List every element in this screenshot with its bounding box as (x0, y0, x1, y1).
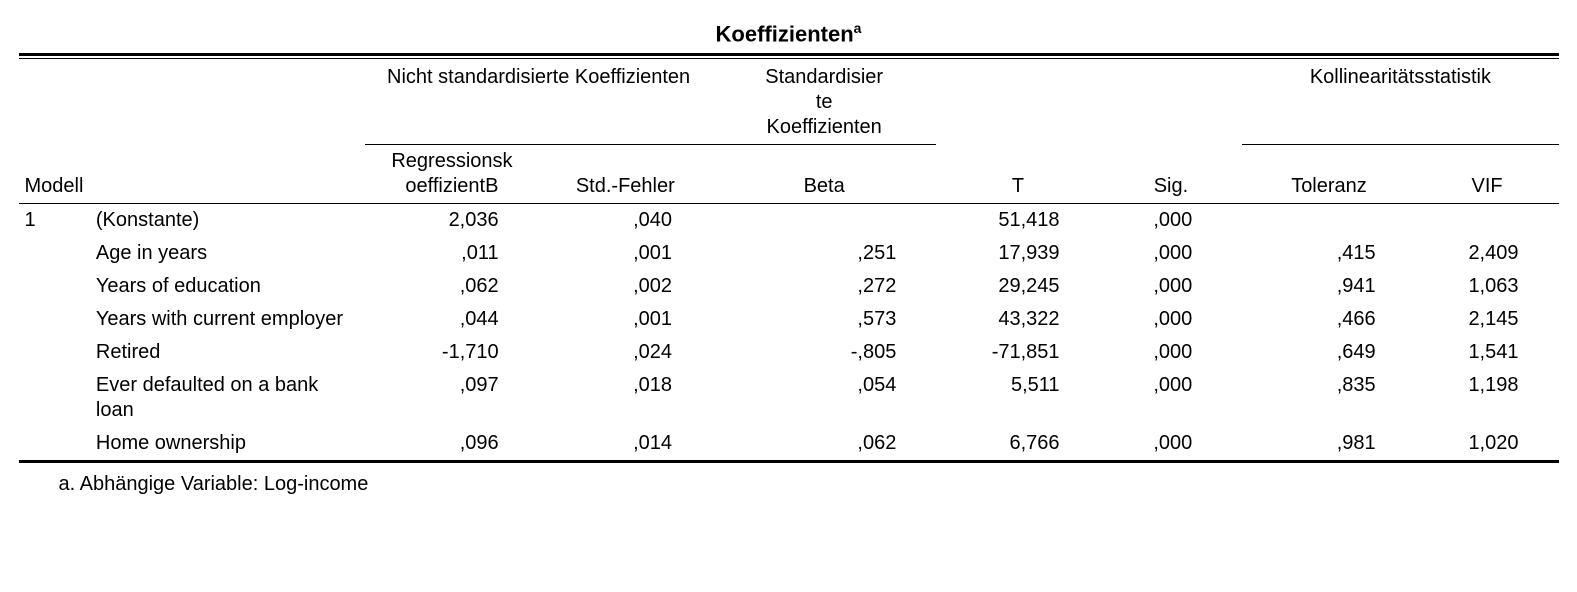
col-header-model: Modell (19, 145, 90, 204)
cell-sig: ,000 (1100, 204, 1243, 238)
cell-sig: ,000 (1100, 427, 1243, 462)
cell-variable: Ever defaulted on a bank loan (90, 369, 365, 427)
cell-variable: Retired (90, 336, 365, 369)
cell-tol: ,466 (1242, 303, 1415, 336)
cell-vif: 2,409 (1416, 237, 1559, 270)
cell-variable: Years with current employer (90, 303, 365, 336)
cell-vif: 1,020 (1416, 427, 1559, 462)
cell-t: 51,418 (936, 204, 1099, 238)
col-header-var (90, 145, 365, 204)
cell-sig: ,000 (1100, 270, 1243, 303)
cell-t: 5,511 (936, 369, 1099, 427)
cell-variable: Age in years (90, 237, 365, 270)
table-title: Koeffizientena (19, 20, 1559, 53)
cell-tol (1242, 204, 1415, 238)
cell-beta: ,272 (712, 270, 936, 303)
cell-t: -71,851 (936, 336, 1099, 369)
cell-se: ,024 (539, 336, 712, 369)
cell-variable: Years of education (90, 270, 365, 303)
col-header-se: Std.-Fehler (539, 145, 712, 204)
cell-se: ,014 (539, 427, 712, 462)
cell-variable: Home ownership (90, 427, 365, 462)
column-header-row: Modell Regressionsk oeffizientB Std.-Feh… (19, 145, 1559, 204)
cell-model (19, 369, 90, 427)
cell-beta: ,054 (712, 369, 936, 427)
cell-sig: ,000 (1100, 336, 1243, 369)
cell-tol: ,835 (1242, 369, 1415, 427)
cell-beta: ,573 (712, 303, 936, 336)
cell-model (19, 336, 90, 369)
cell-model (19, 237, 90, 270)
cell-vif: 1,541 (1416, 336, 1559, 369)
cell-b: ,097 (365, 369, 538, 427)
cell-b: ,011 (365, 237, 538, 270)
cell-model: 1 (19, 204, 90, 238)
cell-sig: ,000 (1100, 303, 1243, 336)
cell-variable: (Konstante) (90, 204, 365, 238)
col-header-tol: Toleranz (1242, 145, 1415, 204)
cell-vif: 1,198 (1416, 369, 1559, 427)
cell-vif: 1,063 (1416, 270, 1559, 303)
cell-b: 2,036 (365, 204, 538, 238)
col-header-vif: VIF (1416, 145, 1559, 204)
table-row: Home ownership,096,014,0626,766,000,9811… (19, 427, 1559, 462)
cell-model (19, 427, 90, 462)
header-blank-sig (1100, 61, 1243, 145)
cell-b: ,062 (365, 270, 538, 303)
cell-se: ,001 (539, 237, 712, 270)
cell-t: 6,766 (936, 427, 1099, 462)
cell-b: ,044 (365, 303, 538, 336)
cell-beta: ,251 (712, 237, 936, 270)
cell-t: 17,939 (936, 237, 1099, 270)
group-header-unstd: Nicht standardisierte Koeffizienten (365, 61, 712, 145)
cell-beta (712, 204, 936, 238)
header-blank-t (936, 61, 1099, 145)
cell-vif: 2,145 (1416, 303, 1559, 336)
cell-beta: ,062 (712, 427, 936, 462)
header-blank-var (90, 61, 365, 145)
cell-beta: -,805 (712, 336, 936, 369)
group-header-std: Standardisier te Koeffizienten (712, 61, 936, 145)
table-row: 1(Konstante)2,036,040 51,418,000 (19, 204, 1559, 238)
col-header-t: T (936, 145, 1099, 204)
cell-se: ,001 (539, 303, 712, 336)
cell-tol: ,941 (1242, 270, 1415, 303)
cell-sig: ,000 (1100, 237, 1243, 270)
col-header-b: Regressionsk oeffizientB (365, 145, 538, 204)
cell-sig: ,000 (1100, 369, 1243, 427)
table-row: Years of education,062,002,27229,245,000… (19, 270, 1559, 303)
cell-tol: ,649 (1242, 336, 1415, 369)
cell-se: ,040 (539, 204, 712, 238)
table-footnote: a. Abhängige Variable: Log-income (19, 463, 1559, 496)
cell-model (19, 270, 90, 303)
cell-tol: ,981 (1242, 427, 1415, 462)
cell-se: ,002 (539, 270, 712, 303)
coefficients-table-container: Koeffizientena Nicht standardisierte Koe… (19, 20, 1559, 496)
title-text: Koeffizienten (716, 21, 854, 46)
cell-t: 43,322 (936, 303, 1099, 336)
cell-model (19, 303, 90, 336)
table-row: Years with current employer,044,001,5734… (19, 303, 1559, 336)
table-row: Ever defaulted on a bank loan,097,018,05… (19, 369, 1559, 427)
title-superscript: a (854, 20, 862, 36)
col-header-sig: Sig. (1100, 145, 1243, 204)
cell-tol: ,415 (1242, 237, 1415, 270)
table-row: Age in years,011,001,25117,939,000,4152,… (19, 237, 1559, 270)
col-header-beta: Beta (712, 145, 936, 204)
group-header-collin: Kollinearitätsstatistik (1242, 61, 1558, 145)
cell-se: ,018 (539, 369, 712, 427)
cell-b: -1,710 (365, 336, 538, 369)
group-header-row: Nicht standardisierte Koeffizienten Stan… (19, 61, 1559, 145)
table-row: Retired-1,710,024-,805-71,851,000,6491,5… (19, 336, 1559, 369)
coefficients-table: Nicht standardisierte Koeffizienten Stan… (19, 53, 1559, 463)
cell-t: 29,245 (936, 270, 1099, 303)
cell-b: ,096 (365, 427, 538, 462)
cell-vif (1416, 204, 1559, 238)
header-blank-model (19, 61, 90, 145)
